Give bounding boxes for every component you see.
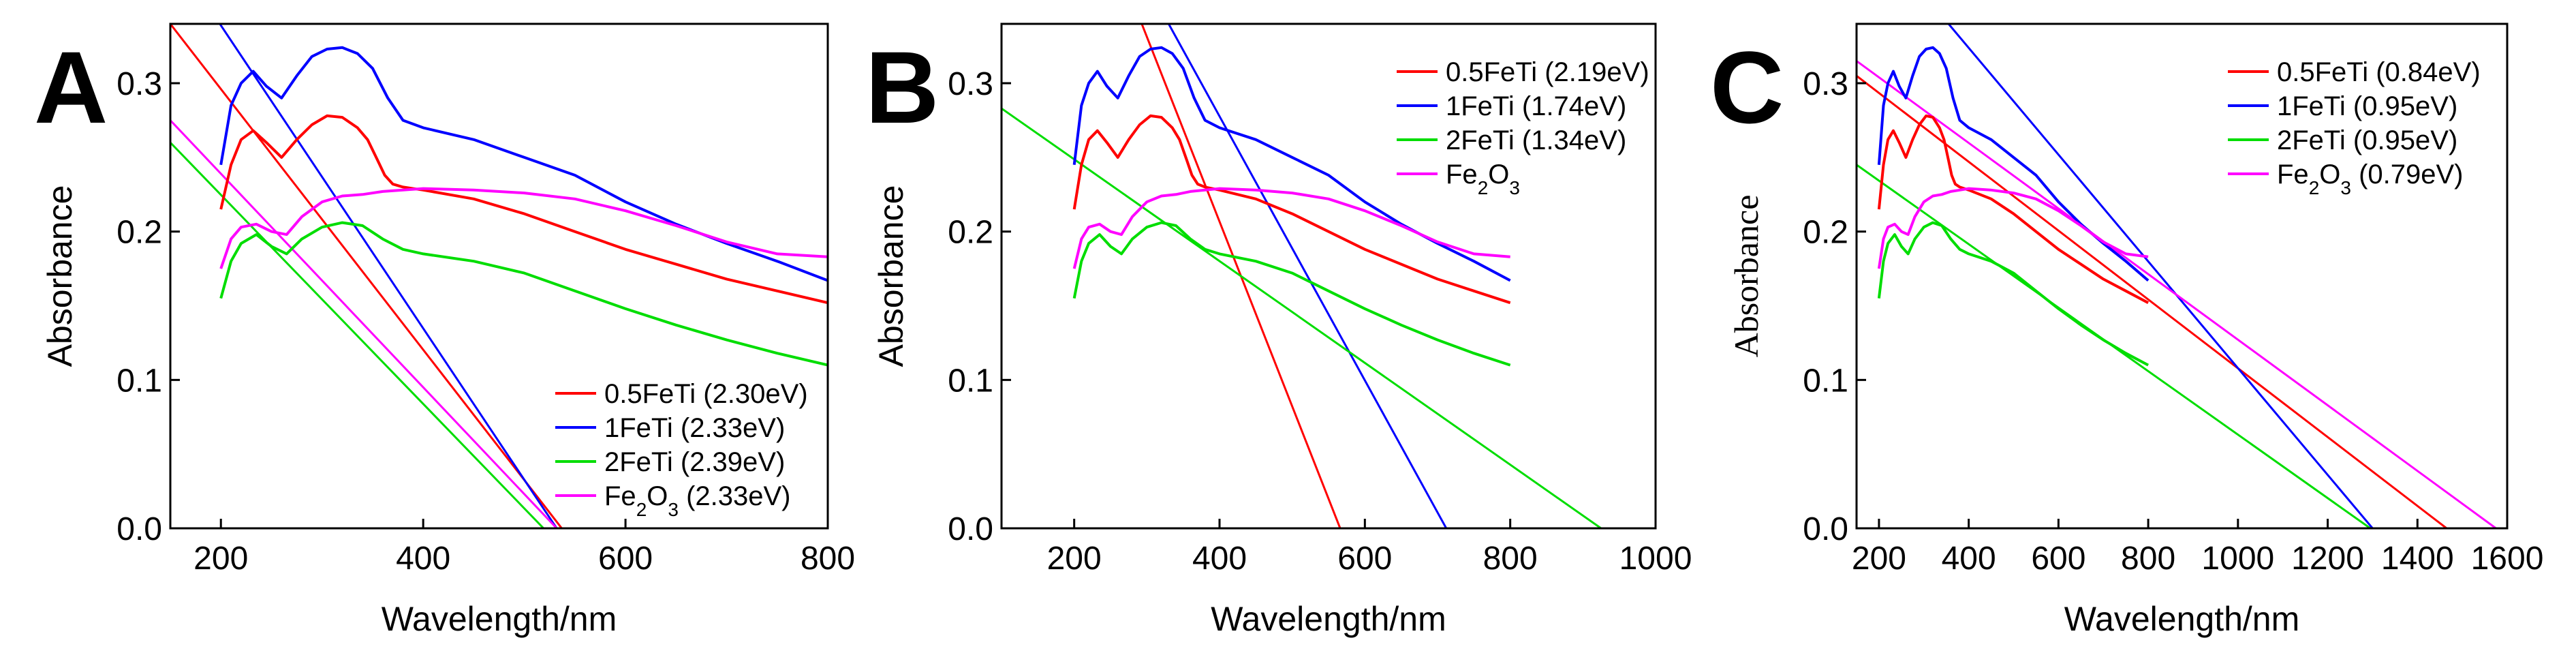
panel-B: B 200 400 600 800 1000 0.0 0.1 0.2 0.3 Wavelength/…	[865, 22, 1692, 638]
plot-frame	[1000, 22, 1657, 530]
y-tick-label: 0.0	[948, 511, 993, 547]
series-line-2FeTi	[1877, 221, 2150, 367]
x-tick-label: 600	[598, 541, 653, 577]
legend-label: 1FeTi (2.33eV)	[604, 413, 785, 443]
y-tick-label: 0.1	[117, 363, 162, 399]
legend-label: 1FeTi (1.74eV)	[1446, 91, 1626, 121]
fit-line-0	[1857, 74, 2447, 528]
y-tick-label: 0.3	[948, 66, 993, 102]
legend: 0.5FeTi (2.19eV) 1FeTi (1.74eV) 2FeTi (1.3…	[1397, 57, 1649, 198]
series-line-Fe2O3	[1072, 187, 1510, 269]
x-tick-label: 1000	[2201, 541, 2274, 577]
x-tick-label: 800	[801, 541, 855, 577]
x-axis-label: Wavelength/nm	[2064, 600, 2300, 638]
legend-label: 0.5FeTi (2.19eV)	[1446, 57, 1649, 87]
y-tick-label: 0.3	[1803, 66, 1848, 102]
x-tick-label: 600	[1337, 541, 1392, 577]
fit-line-1	[1947, 24, 2374, 528]
y-tick-label: 0.2	[1803, 215, 1848, 251]
legend-label: 2FeTi (2.39eV)	[604, 447, 785, 477]
legend-label: 1FeTi (0.95eV)	[2277, 91, 2457, 121]
series-line-Fe2O3	[1877, 187, 2149, 269]
legend-label: 0.5FeTi (2.30eV)	[604, 379, 808, 409]
x-tick-label: 1400	[2381, 541, 2454, 577]
x-tick-label: 200	[1047, 541, 1102, 577]
legend-label: Fe2O3	[1446, 160, 1520, 198]
x-tick-label: 800	[2121, 541, 2175, 577]
panel-C: C 200 400 600 800 1000 1200 1400 1600 0.0 0.1 0.2 0.…	[1710, 22, 2544, 638]
series-line-1FeTi	[1877, 46, 2150, 282]
x-tick-label: 600	[2031, 541, 2085, 577]
y-tick-label: 0.2	[117, 215, 162, 251]
x-tick-label: 800	[1483, 541, 1538, 577]
legend-label: Fe2O3 (0.79eV)	[2277, 160, 2464, 198]
series-line-0.5FeTi	[1072, 114, 1511, 305]
series-line-2FeTi	[1072, 221, 1511, 367]
y-axis-label: Absorbance	[872, 185, 910, 367]
y-axis-label: Absorbance	[1727, 195, 1765, 358]
panel-A: A 200 400 600 800 0.0 0.1 0.2 0.3 Wavelength/nm Ab…	[34, 22, 855, 638]
series-line-0.5FeTi	[1877, 114, 2150, 304]
fit-line-1	[1168, 24, 1448, 528]
x-tick-label: 1000	[1619, 541, 1692, 577]
fit-line-3	[170, 119, 558, 528]
panel-letter: B	[865, 30, 939, 145]
y-tick-label: 0.1	[1803, 363, 1848, 399]
legend: 0.5FeTi (2.30eV) 1FeTi (2.33eV) 2FeTi (2.3…	[555, 379, 808, 520]
plot-frame	[1855, 22, 2509, 530]
y-axis-label: Absorbance	[41, 185, 79, 367]
y-tick-label: 0.0	[1803, 511, 1848, 547]
fit-line-3	[1857, 60, 2497, 528]
plot-frame	[169, 22, 829, 530]
series-line-1FeTi	[1072, 46, 1511, 282]
fit-line-2	[170, 142, 544, 528]
x-tick-label: 1200	[2291, 541, 2364, 577]
series-line-2FeTi	[219, 221, 828, 367]
y-tick-label: 0.3	[117, 66, 162, 102]
x-tick-label: 200	[1852, 541, 1906, 577]
x-axis-label: Wavelength/nm	[1211, 600, 1446, 638]
fit-line-1	[218, 24, 558, 528]
panel-letter: C	[1710, 30, 1784, 145]
x-axis-label: Wavelength/nm	[382, 600, 617, 638]
legend-label: 0.5FeTi (0.84eV)	[2277, 57, 2481, 87]
fit-line-2	[1002, 107, 1602, 528]
panel-letter: A	[34, 30, 108, 145]
series-line-Fe2O3	[219, 187, 828, 269]
x-tick-label: 400	[1942, 541, 1996, 577]
legend-label: 2FeTi (0.95eV)	[2277, 125, 2457, 155]
legend-label: Fe2O3 (2.33eV)	[604, 481, 791, 520]
legend-label: 2FeTi (1.34eV)	[1446, 125, 1626, 155]
series-line-0.5FeTi	[219, 114, 828, 305]
x-tick-label: 400	[1192, 541, 1247, 577]
y-tick-label: 0.0	[117, 511, 162, 547]
y-tick-label: 0.2	[948, 215, 993, 251]
x-tick-label: 200	[193, 541, 248, 577]
legend: 0.5FeTi (0.84eV) 1FeTi (0.95eV) 2FeTi (0.9…	[2228, 57, 2481, 198]
series-line-1FeTi	[219, 46, 828, 282]
x-tick-label: 1600	[2471, 541, 2544, 577]
x-tick-label: 400	[396, 541, 450, 577]
y-tick-label: 0.1	[948, 363, 993, 399]
fit-line-0	[170, 24, 563, 528]
